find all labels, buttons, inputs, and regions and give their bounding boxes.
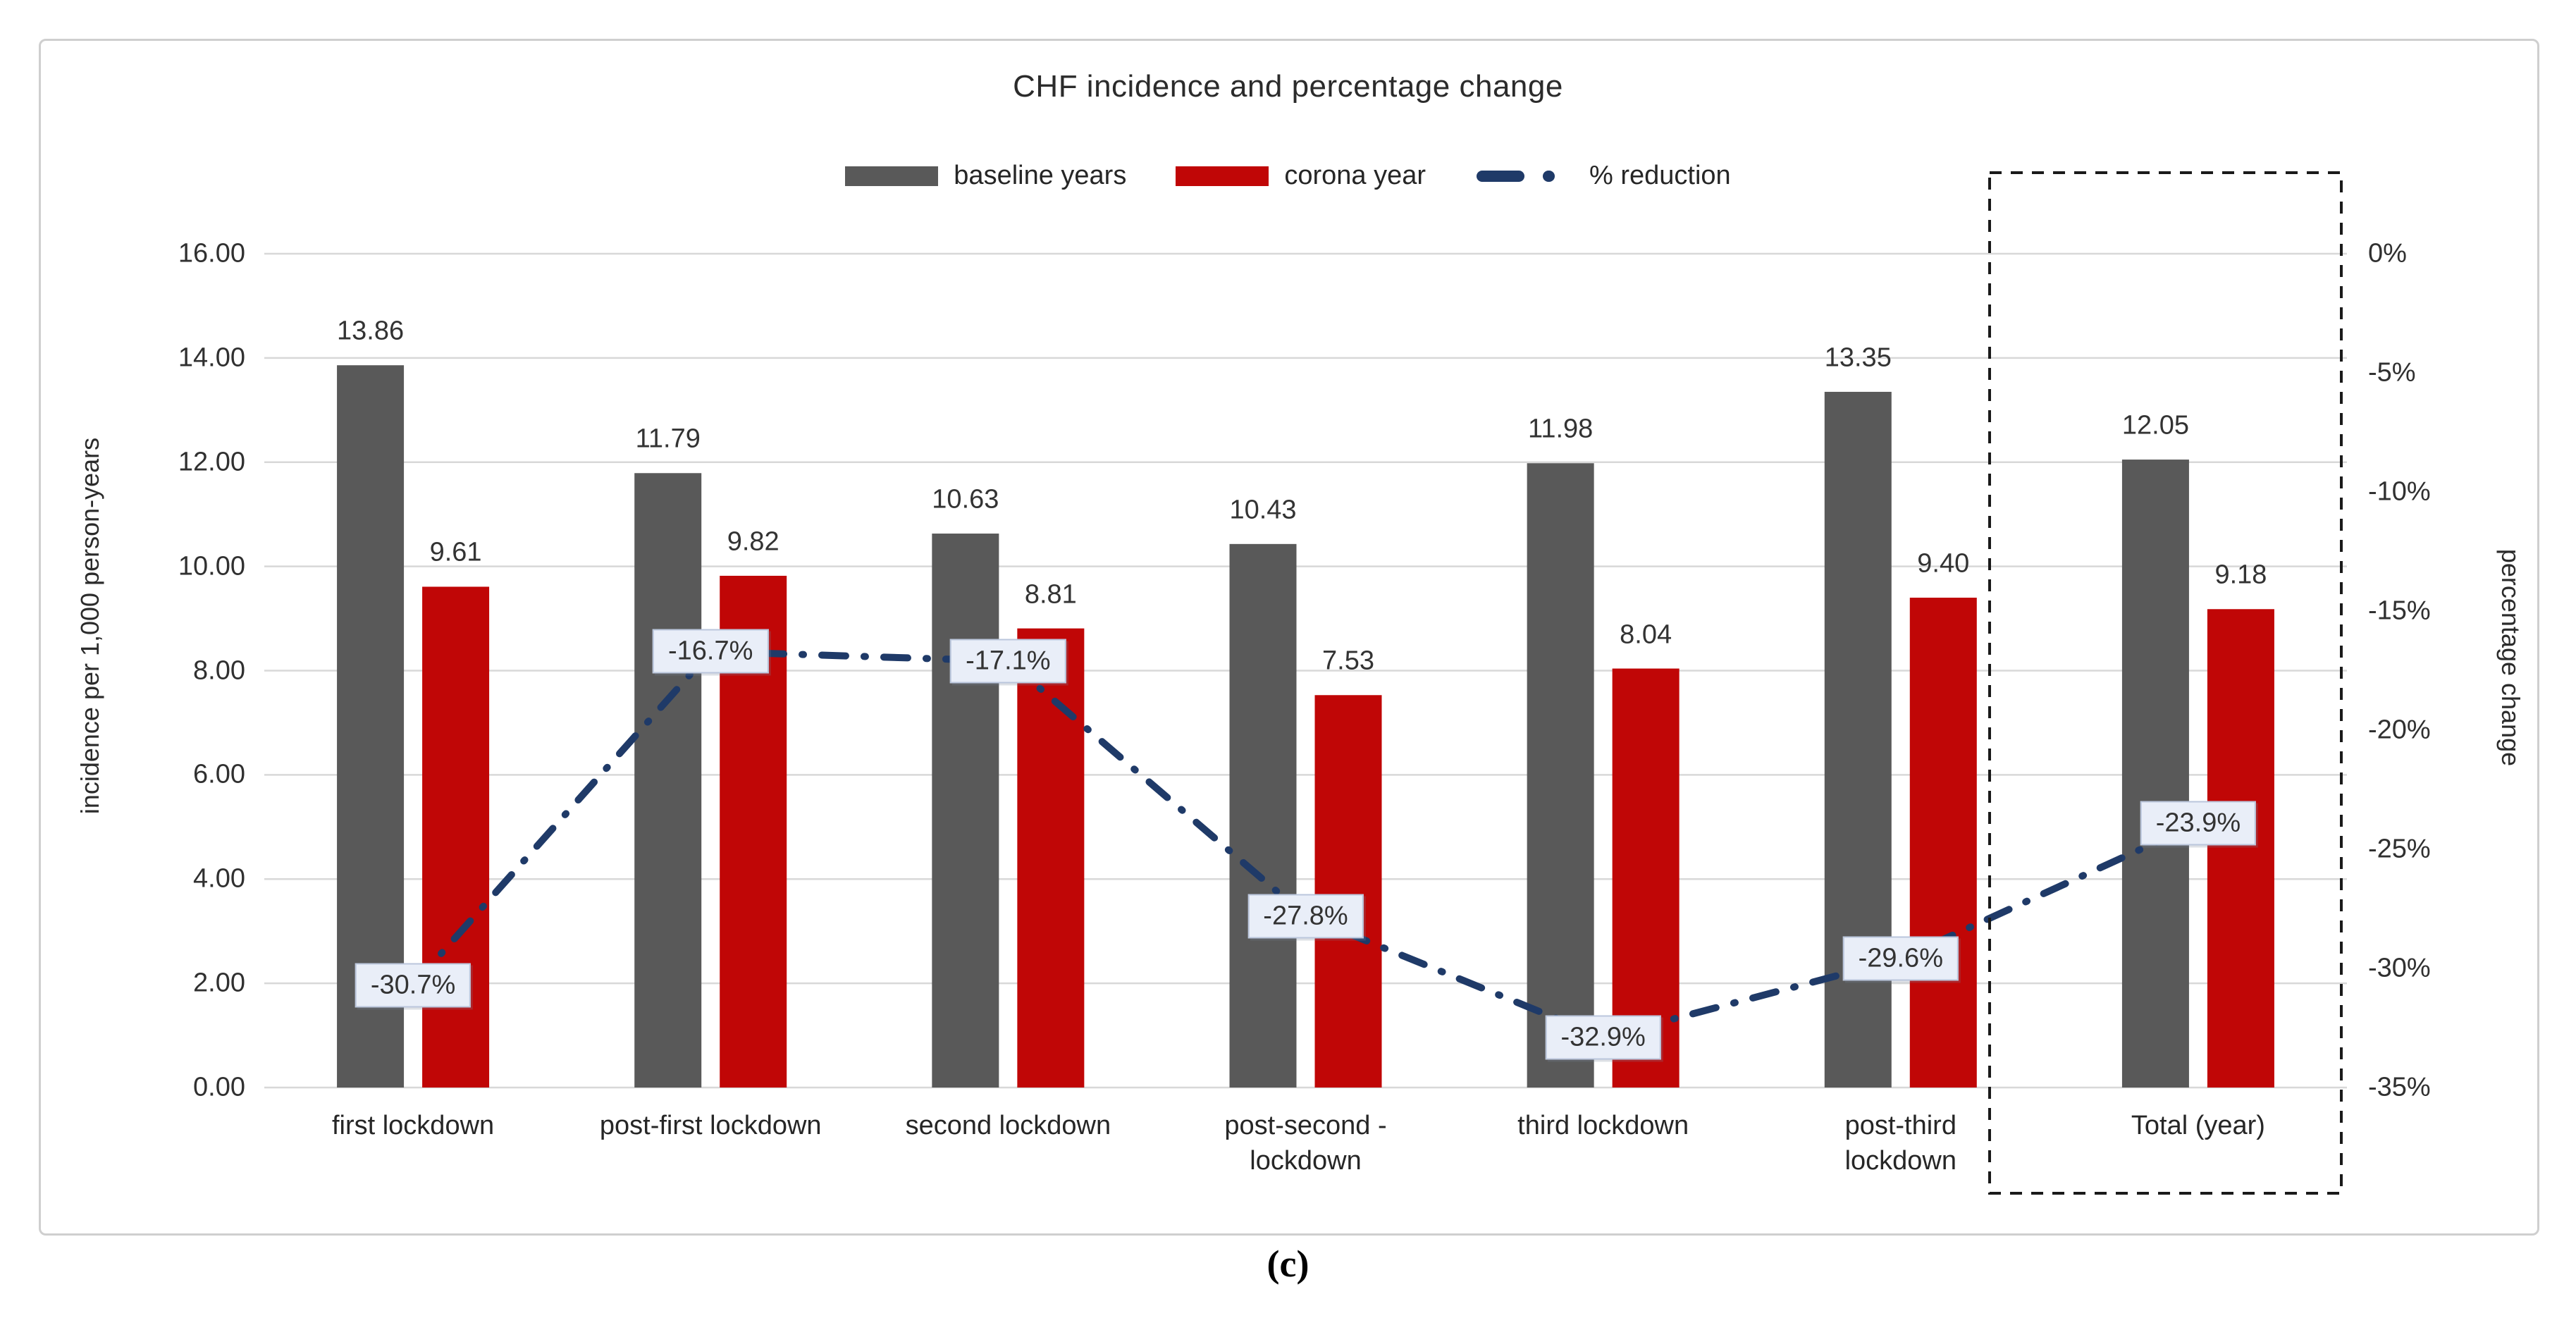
- corona-bar: [1909, 597, 1977, 1088]
- gridlines: [264, 252, 2347, 1089]
- figure-caption: (c): [1267, 1243, 1309, 1285]
- bar-value-label: 9.40: [1917, 548, 1970, 579]
- right-axis-tick: -25%: [2368, 834, 2431, 864]
- left-axis-tick: 2.00: [193, 968, 245, 998]
- bar-value-label: 10.63: [932, 484, 999, 515]
- right-axis-tick: -15%: [2368, 596, 2431, 626]
- pct-reduction-label: -17.1%: [950, 639, 1066, 684]
- bars: [337, 365, 2274, 1088]
- category-label: Total (year): [2131, 1111, 2265, 1140]
- left-axis-tick: 8.00: [193, 655, 245, 685]
- left-axis-tick: 16.00: [178, 238, 245, 269]
- pct-reduction-label: -23.9%: [2140, 801, 2257, 846]
- right-axis-tick: -10%: [2368, 476, 2431, 507]
- left-axis-tick: 14.00: [178, 343, 245, 373]
- pct-reduction-label: -16.7%: [653, 629, 769, 674]
- right-axis-tick: 0%: [2368, 238, 2407, 269]
- right-axis-tick: -30%: [2368, 953, 2431, 983]
- legend-item-reduction: % reduction: [1475, 161, 1731, 191]
- bar-value-label: 13.86: [337, 316, 405, 346]
- legend-label-corona: corona year: [1284, 161, 1426, 190]
- baseline-bar: [1229, 543, 1297, 1088]
- bar-value-label: 9.18: [2214, 560, 2267, 590]
- legend: baseline years corona year % reduction: [0, 161, 2576, 191]
- corona-bar: [422, 586, 490, 1088]
- left-axis-tick: 12.00: [178, 447, 245, 477]
- pct-reduction-label: -29.6%: [1842, 936, 1959, 981]
- right-axis-tick: -20%: [2368, 715, 2431, 745]
- baseline-bar: [2121, 460, 2189, 1088]
- baseline-bar: [634, 473, 702, 1088]
- left-axis-title: incidence per 1,000 person-years: [75, 437, 104, 815]
- dash-dot-line-icon: [1477, 170, 1574, 182]
- left-axis-tick: 4.00: [193, 863, 245, 894]
- bar-value-label: 9.82: [727, 526, 779, 557]
- pct-reduction-label: -32.9%: [1545, 1015, 1661, 1060]
- total-highlight-box: [1988, 171, 2343, 1195]
- total-year-dashed-rect: [1988, 171, 2343, 1195]
- bar-value-label: 7.53: [1322, 646, 1374, 676]
- legend-label-baseline: baseline years: [954, 161, 1127, 190]
- bar-value-label: 8.04: [1620, 620, 1672, 650]
- category-label: third lockdown: [1517, 1111, 1689, 1140]
- left-axis-tick: 6.00: [193, 759, 245, 789]
- corona-bar: [1314, 695, 1382, 1088]
- bar-value-label: 9.61: [429, 537, 482, 567]
- corona-bar: [1017, 628, 1085, 1088]
- baseline-bar: [932, 534, 999, 1088]
- corona-swatch-icon: [1176, 166, 1269, 186]
- bar-value-label: 10.43: [1229, 495, 1297, 525]
- category-label: post-second - lockdown: [1224, 1111, 1387, 1176]
- pct-reduction-label: -27.8%: [1247, 894, 1364, 939]
- category-label: post-first lockdown: [599, 1111, 822, 1140]
- category-label: second lockdown: [905, 1111, 1111, 1140]
- bar-value-label: 11.98: [1528, 414, 1594, 444]
- legend-item-baseline: baseline years: [845, 161, 1126, 191]
- bar-value-label: 13.35: [1824, 343, 1892, 373]
- category-label: first lockdown: [331, 1111, 495, 1140]
- right-axis-tick: -5%: [2368, 357, 2416, 388]
- left-axis-tick: 0.00: [193, 1072, 245, 1102]
- bar-value-label: 12.05: [2121, 410, 2189, 441]
- baseline-swatch-icon: [845, 166, 939, 186]
- legend-item-corona: corona year: [1176, 161, 1426, 191]
- category-label: post-third lockdown: [1844, 1111, 1956, 1176]
- legend-label-reduction: % reduction: [1589, 161, 1731, 190]
- pct-reduction-label: -30.7%: [355, 963, 472, 1008]
- bar-value-label: 8.81: [1024, 579, 1077, 610]
- baseline-bar: [1527, 463, 1594, 1088]
- right-axis-tick: -35%: [2368, 1072, 2431, 1102]
- bar-value-label: 11.79: [635, 424, 701, 454]
- chart-title: CHF incidence and percentage change: [1013, 69, 1563, 104]
- left-axis-tick: 10.00: [178, 551, 245, 581]
- baseline-bar: [1824, 391, 1892, 1088]
- corona-bar: [2207, 609, 2274, 1088]
